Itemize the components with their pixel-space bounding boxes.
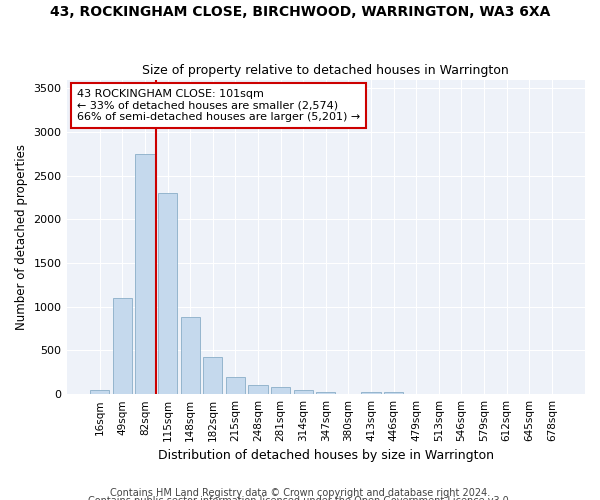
Bar — [271, 387, 290, 394]
Bar — [203, 356, 223, 394]
Text: Contains public sector information licensed under the Open Government Licence v3: Contains public sector information licen… — [88, 496, 512, 500]
Bar — [158, 193, 177, 394]
Text: 43 ROCKINGHAM CLOSE: 101sqm
← 33% of detached houses are smaller (2,574)
66% of : 43 ROCKINGHAM CLOSE: 101sqm ← 33% of det… — [77, 89, 360, 122]
Bar — [361, 392, 380, 394]
Title: Size of property relative to detached houses in Warrington: Size of property relative to detached ho… — [142, 64, 509, 77]
Bar — [293, 390, 313, 394]
Y-axis label: Number of detached properties: Number of detached properties — [15, 144, 28, 330]
Text: Contains HM Land Registry data © Crown copyright and database right 2024.: Contains HM Land Registry data © Crown c… — [110, 488, 490, 498]
Bar — [90, 390, 109, 394]
X-axis label: Distribution of detached houses by size in Warrington: Distribution of detached houses by size … — [158, 450, 494, 462]
Bar — [181, 318, 200, 394]
Bar — [248, 386, 268, 394]
Bar — [316, 392, 335, 394]
Bar — [226, 377, 245, 394]
Bar — [384, 392, 403, 394]
Bar — [113, 298, 132, 394]
Text: 43, ROCKINGHAM CLOSE, BIRCHWOOD, WARRINGTON, WA3 6XA: 43, ROCKINGHAM CLOSE, BIRCHWOOD, WARRING… — [50, 5, 550, 19]
Bar — [136, 154, 155, 394]
